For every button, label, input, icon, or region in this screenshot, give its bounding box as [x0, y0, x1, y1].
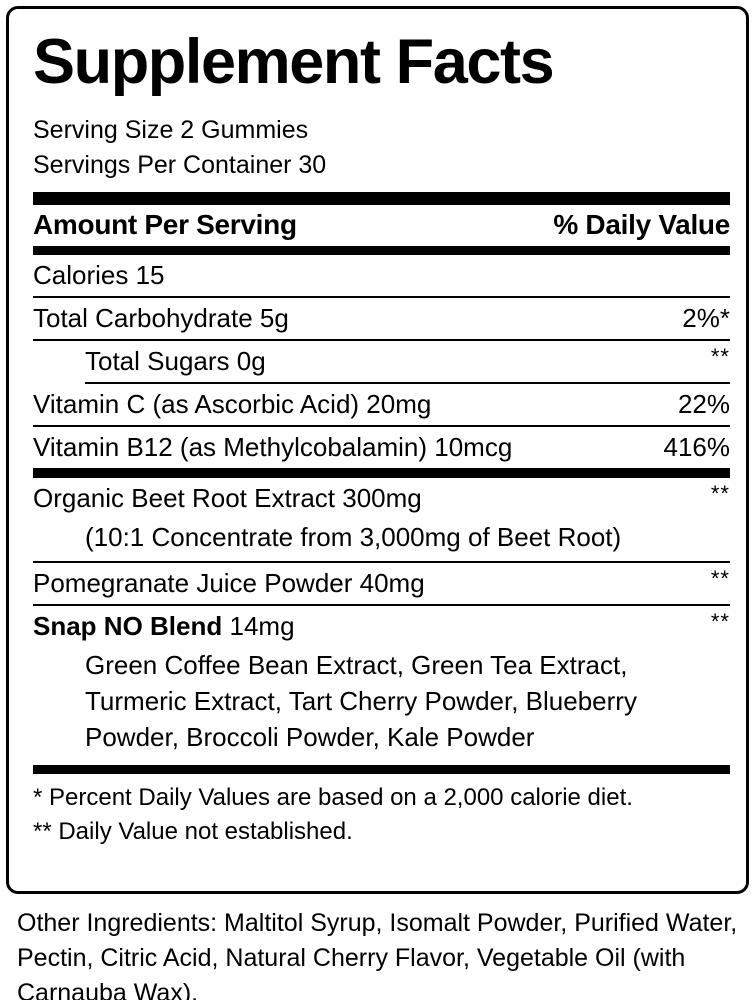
row-dv-beet-root-extract: **	[710, 481, 730, 506]
rule-thin	[33, 604, 730, 606]
servings-per-container-line: Servings Per Container 30	[33, 151, 327, 179]
row-dv-total-carbohydrate: 2%*	[682, 303, 730, 333]
row-dv-snap-no-blend: **	[710, 609, 730, 634]
table-row: Calories 15	[33, 255, 730, 296]
row-subline-beet-root-extract: (10:1 Concentrate from 3,000mg of Beet R…	[85, 522, 622, 552]
serving-info-block: Serving Size 2 Gummies Servings Per Cont…	[33, 113, 730, 183]
row-dv-vitamin-b12: 416%	[663, 432, 731, 462]
table-row: Organic Beet Root Extract 300mg **	[33, 478, 730, 519]
blend-amount: 14mg	[229, 611, 295, 641]
other-ingredients-text: Other Ingredients: Maltitol Syrup, Isoma…	[17, 909, 738, 1000]
table-row: Snap NO Blend 14mg **	[33, 606, 730, 647]
percent-daily-value-label: % Daily Value	[553, 209, 730, 240]
rule-thick-above-header	[33, 192, 730, 205]
row-name-total-sugars: Total Sugars 0g	[85, 346, 266, 376]
supplement-facts-panel: Supplement Facts Serving Size 2 Gummies …	[6, 6, 749, 894]
table-row: Total Carbohydrate 5g 2%*	[33, 298, 730, 339]
panel-inner: Supplement Facts Serving Size 2 Gummies …	[33, 9, 730, 891]
row-dv-pomegranate-juice-powder: **	[710, 566, 730, 591]
table-row: Pomegranate Juice Powder 40mg **	[33, 563, 730, 604]
row-name-pomegranate-juice-powder: Pomegranate Juice Powder 40mg	[33, 568, 425, 598]
rule-thin-indented	[85, 382, 730, 384]
table-row: Vitamin B12 (as Methylcobalamin) 10mcg 4…	[33, 427, 730, 468]
rule-thin	[33, 296, 730, 298]
blend-name: Snap NO Blend	[33, 611, 223, 641]
rule-thick-mid	[33, 468, 730, 478]
rule-above-footnotes	[33, 765, 730, 774]
serving-size-line: Serving Size 2 Gummies	[33, 116, 309, 144]
row-dv-vitamin-c: 22%	[677, 389, 730, 419]
table-row: Total Sugars 0g **	[33, 341, 730, 382]
row-name-beet-root-extract: Organic Beet Root Extract 300mg	[33, 483, 422, 513]
footnote-dv-not-established: ** Daily Value not established.	[33, 818, 353, 845]
blend-ingredient-list: Green Coffee Bean Extract, Green Tea Ext…	[85, 650, 637, 752]
row-name-snap-no-blend: Snap NO Blend 14mg	[33, 609, 697, 643]
rule-thin	[33, 425, 730, 427]
amount-per-serving-label: Amount Per Serving	[33, 209, 297, 240]
table-row: Vitamin C (as Ascorbic Acid) 20mg 22%	[33, 384, 730, 425]
page-title: Supplement Facts	[33, 27, 555, 97]
rule-thin	[33, 561, 730, 563]
row-name-vitamin-c: Vitamin C (as Ascorbic Acid) 20mg	[33, 389, 432, 419]
rule-thin	[33, 339, 730, 341]
footnote-percent-daily-value: * Percent Daily Values are based on a 2,…	[33, 784, 633, 811]
row-name-calories: Calories 15	[33, 260, 165, 290]
footnotes-block: * Percent Daily Values are based on a 2,…	[33, 774, 730, 849]
rule-below-header	[33, 246, 730, 255]
row-name-total-carbohydrate: Total Carbohydrate 5g	[33, 303, 289, 333]
row-dv-total-sugars: **	[710, 344, 730, 369]
table-header-row: Amount Per Serving % Daily Value	[33, 205, 730, 246]
row-name-vitamin-b12: Vitamin B12 (as Methylcobalamin) 10mcg	[33, 432, 513, 462]
